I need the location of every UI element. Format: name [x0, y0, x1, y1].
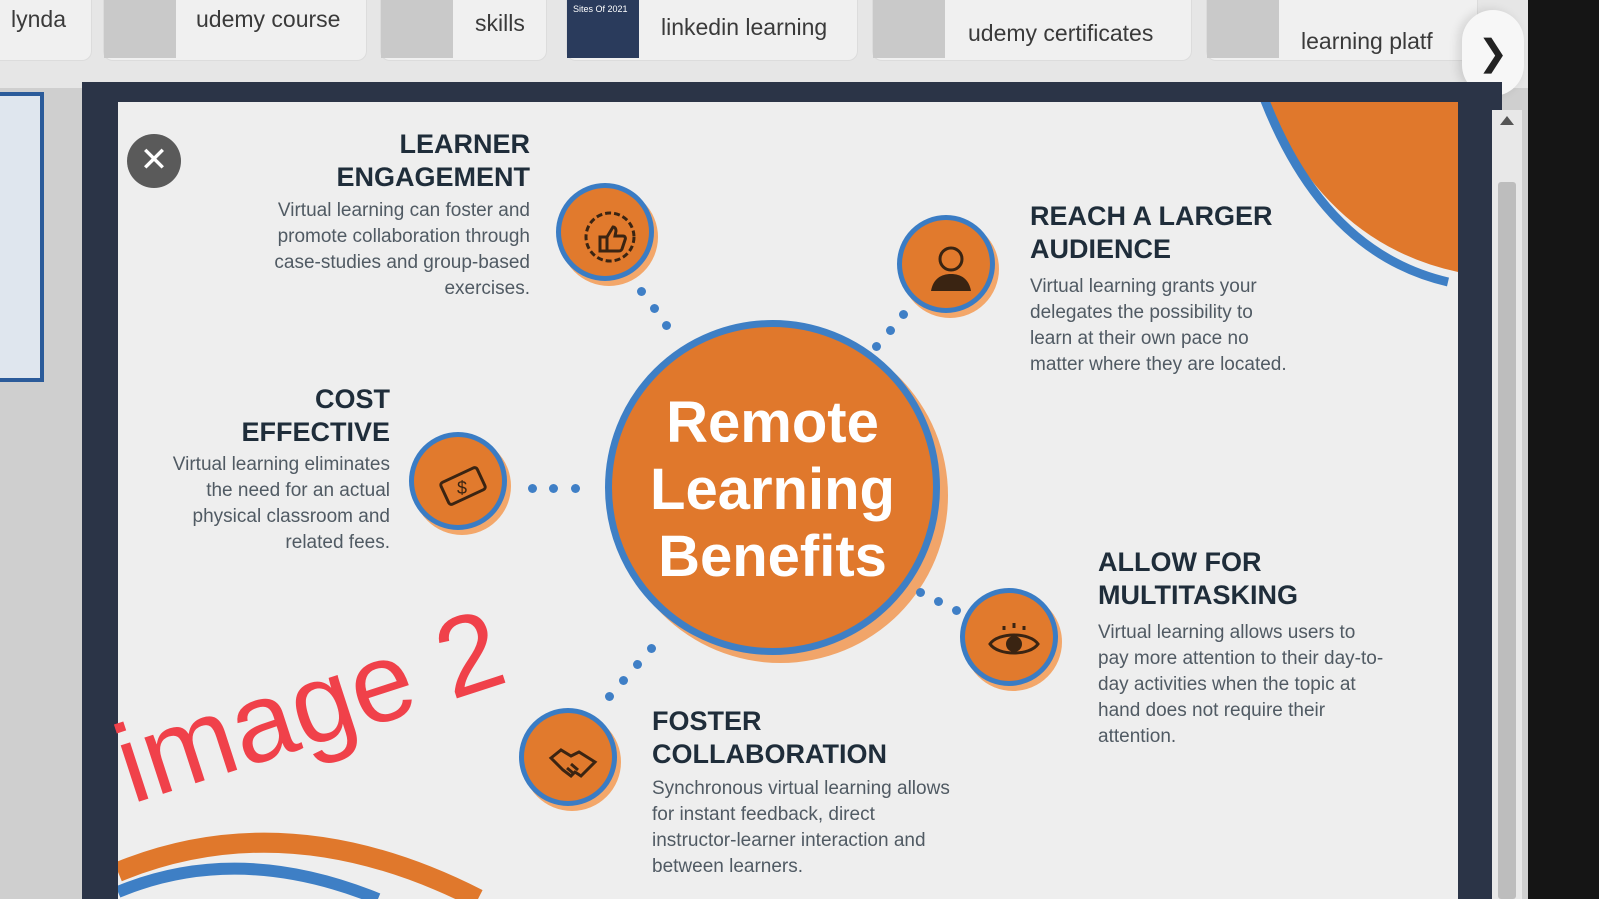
engagement-title: LEARNER ENGAGEMENT — [336, 129, 530, 192]
viewer-scrollbar[interactable] — [1492, 110, 1522, 899]
chip-thumbnail — [873, 0, 945, 58]
close-viewer-button[interactable]: ✕ — [127, 134, 181, 188]
connector-dot — [619, 676, 628, 685]
connector-dot — [637, 287, 646, 296]
chip-learning-platf[interactable]: learning platf — [1206, 0, 1478, 61]
connector-dot — [662, 321, 671, 330]
chip-label: udemy course — [196, 6, 341, 32]
connector-dot — [647, 644, 656, 653]
chip-thumbnail — [381, 0, 453, 58]
chip-thumbnail: Sites Of 2021 — [567, 0, 639, 58]
chip-label: udemy certificates — [968, 20, 1154, 46]
chip-thumbnail — [104, 0, 176, 58]
chip-udemy-course[interactable]: udemy course — [103, 0, 367, 61]
chip-thumbnail — [1207, 0, 1279, 58]
center-title-line: Benefits — [658, 524, 887, 589]
chevron-right-icon: ❯ — [1477, 32, 1509, 73]
cost-title: COST EFFECTIVE — [241, 384, 390, 447]
collaboration-description: Synchronous virtual learning allows for … — [652, 778, 950, 877]
person-icon — [897, 215, 995, 313]
handshake-icon — [519, 708, 617, 806]
money-icon: $ — [409, 432, 507, 530]
connector-dot — [899, 310, 908, 319]
close-icon: ✕ — [139, 141, 169, 179]
engagement-description: Virtual learning can foster and promote … — [274, 200, 530, 299]
thumbnail-text: Sites Of 2021 — [573, 4, 628, 14]
chip-linkedin-learning[interactable]: Sites Of 2021 linkedin learning — [566, 0, 858, 61]
center-title-line: Learning — [650, 457, 895, 522]
connector-dot — [650, 304, 659, 313]
cost-description: Virtual learning eliminates the need for… — [172, 454, 390, 553]
decorative-arcs — [118, 102, 1458, 899]
chip-label: linkedin learning — [661, 14, 828, 40]
connector-dot — [952, 606, 961, 615]
infographic-image — [118, 102, 1458, 899]
scroll-up-arrow-icon[interactable] — [1500, 116, 1514, 125]
chip-udemy-certificates[interactable]: udemy certificates — [872, 0, 1192, 61]
audience-title: REACH A LARGER AUDIENCE — [1030, 201, 1273, 264]
chip-label: learning platf — [1301, 28, 1433, 54]
connector-dot — [934, 597, 943, 606]
multitasking-title: ALLOW FOR MULTITASKING — [1098, 547, 1298, 610]
side-panel-edge — [0, 92, 44, 382]
scroll-thumb[interactable] — [1498, 182, 1516, 899]
thumbs-up-icon — [556, 183, 654, 281]
chip-label: skills — [475, 10, 525, 36]
audience-description: Virtual learning grants your delegates t… — [1030, 276, 1287, 375]
connector-dot — [571, 484, 580, 493]
center-circle: Remote Learning Benefits — [605, 320, 940, 655]
collaboration-title: FOSTER COLLABORATION — [652, 706, 887, 769]
svg-text:$: $ — [457, 478, 467, 498]
chip-label: lynda — [11, 6, 66, 32]
multitasking-description: Virtual learning allows users to pay mor… — [1098, 622, 1384, 747]
connector-dot — [549, 484, 558, 493]
eye-icon — [960, 588, 1058, 686]
chips-next-button[interactable]: ❯ — [1462, 10, 1524, 96]
chip-lynda[interactable]: lynda — [0, 0, 92, 61]
chip-skills[interactable]: skills — [380, 0, 547, 61]
center-title: Remote Learning Benefits — [612, 389, 933, 590]
connector-dot — [886, 326, 895, 335]
related-searches-bar: lynda udemy course skills Sites Of 2021 … — [0, 0, 1540, 88]
connector-dot — [528, 484, 537, 493]
connector-dot — [633, 660, 642, 669]
connector-dot — [916, 588, 925, 597]
center-title-line: Remote — [666, 390, 879, 455]
connector-dot — [605, 692, 614, 701]
screen-bezel — [1528, 0, 1599, 899]
connector-dot — [872, 342, 881, 351]
